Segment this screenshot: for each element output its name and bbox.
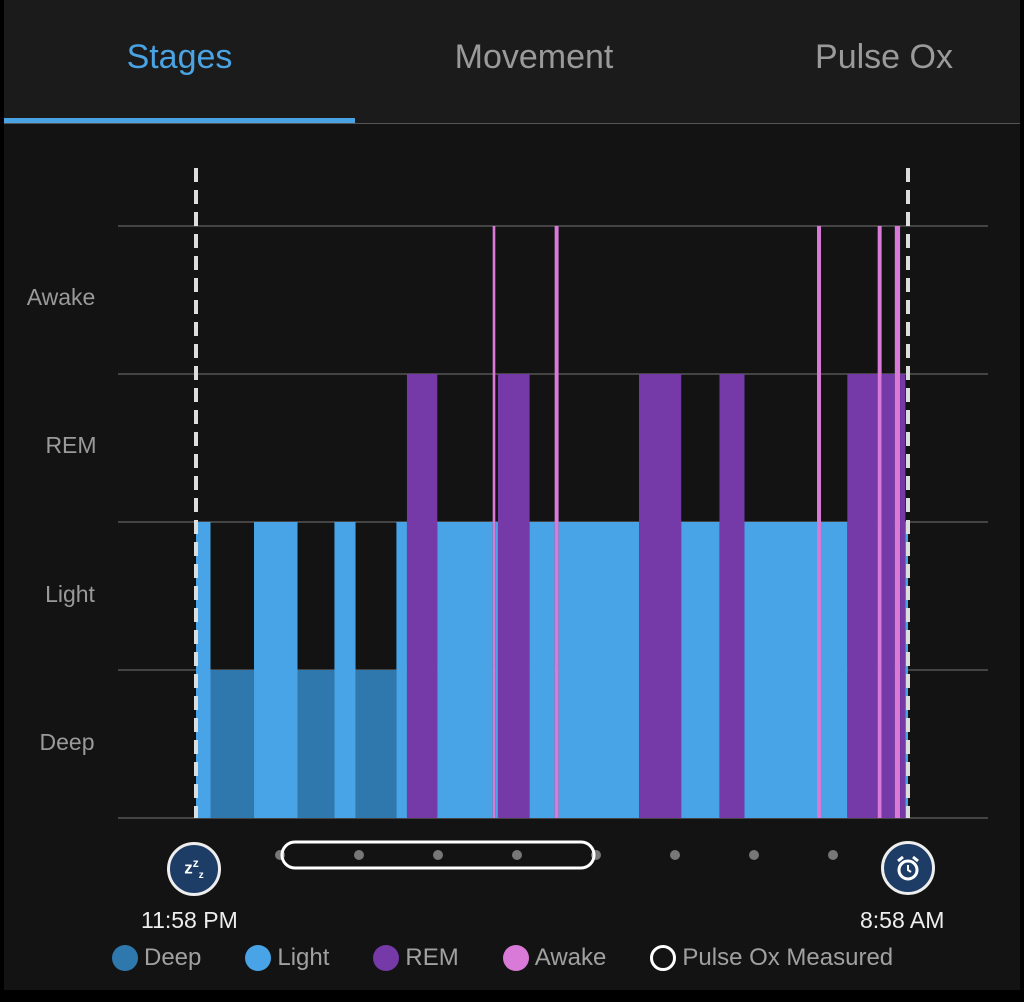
tab-pulse-ox[interactable]: Pulse Ox bbox=[815, 38, 953, 76]
stage-bar-deep bbox=[297, 670, 335, 818]
stage-bar-deep bbox=[210, 670, 255, 818]
legend-label: REM bbox=[405, 944, 459, 971]
stage-bar-rem bbox=[497, 374, 530, 818]
deep-swatch bbox=[112, 945, 138, 971]
stage-bar-rem bbox=[639, 374, 682, 818]
pulse-ox-swatch bbox=[650, 945, 677, 971]
legend: Deep Light REM Awake Pulse Ox Measured bbox=[112, 944, 937, 972]
stage-bar-light bbox=[334, 522, 356, 818]
light-swatch bbox=[245, 945, 272, 971]
y-label-rem: REM bbox=[45, 432, 97, 458]
alarm-clock-icon[interactable] bbox=[881, 841, 935, 895]
pulse-ox-point bbox=[670, 850, 680, 860]
pulse-ox-point bbox=[354, 850, 364, 860]
stage-bar-light bbox=[396, 522, 407, 818]
legend-label: Awake bbox=[534, 944, 607, 971]
y-label-awake: Awake bbox=[26, 284, 96, 310]
stage-bar-light bbox=[529, 522, 555, 818]
tab-bar: Stages Movement Pulse Ox bbox=[4, 0, 1020, 124]
stage-bar-rem bbox=[406, 374, 438, 818]
legend-rem: REM bbox=[373, 944, 459, 972]
stage-bar-light bbox=[681, 522, 720, 818]
stage-bar-awake bbox=[817, 226, 821, 818]
stage-bar-light bbox=[437, 522, 493, 818]
stage-bar-light bbox=[558, 522, 640, 818]
legend-pulse-ox: Pulse Ox Measured bbox=[650, 944, 893, 972]
legend-label: Deep bbox=[144, 944, 202, 971]
legend-light: Light bbox=[245, 944, 329, 972]
legend-label: Light bbox=[277, 944, 330, 971]
pulse-ox-point bbox=[828, 850, 838, 860]
tab-movement[interactable]: Movement bbox=[454, 38, 614, 76]
stage-bar-rem bbox=[847, 374, 878, 818]
stage-bar-awake bbox=[554, 226, 559, 818]
pulse-ox-point bbox=[512, 850, 522, 860]
stage-bar-light bbox=[905, 522, 908, 818]
sleep-start-icon[interactable]: zzz bbox=[167, 842, 221, 896]
stage-bar-light bbox=[196, 522, 211, 818]
active-tab-indicator bbox=[4, 118, 355, 123]
stage-bar-rem bbox=[719, 374, 745, 818]
rem-swatch bbox=[373, 945, 400, 971]
legend-deep: Deep bbox=[112, 944, 201, 972]
stage-bar-awake bbox=[492, 226, 496, 818]
stage-bar-rem bbox=[900, 374, 906, 818]
stage-bar-light bbox=[744, 522, 818, 818]
y-label-light: Light bbox=[45, 581, 95, 607]
pulse-ox-range-selector[interactable] bbox=[280, 840, 596, 870]
pulse-ox-point bbox=[433, 850, 443, 860]
stage-bar-rem bbox=[881, 374, 895, 818]
stage-bar-light bbox=[254, 522, 298, 818]
pulse-ox-point bbox=[749, 850, 759, 860]
awake-swatch bbox=[502, 945, 529, 971]
sleep-start-time: 11:58 PM bbox=[141, 907, 238, 933]
legend-awake: Awake bbox=[502, 944, 607, 972]
stage-bar-deep bbox=[355, 670, 397, 818]
legend-label: Pulse Ox Measured bbox=[682, 944, 894, 971]
stage-bar-light bbox=[820, 522, 848, 818]
stage-bar-light bbox=[495, 522, 498, 818]
stage-bar-awake bbox=[877, 226, 882, 818]
y-label-deep: Deep bbox=[39, 729, 95, 755]
stage-bar-awake bbox=[894, 226, 901, 818]
tab-stages[interactable]: Stages bbox=[126, 38, 233, 76]
sleep-end-time: 8:58 AM bbox=[860, 907, 945, 933]
